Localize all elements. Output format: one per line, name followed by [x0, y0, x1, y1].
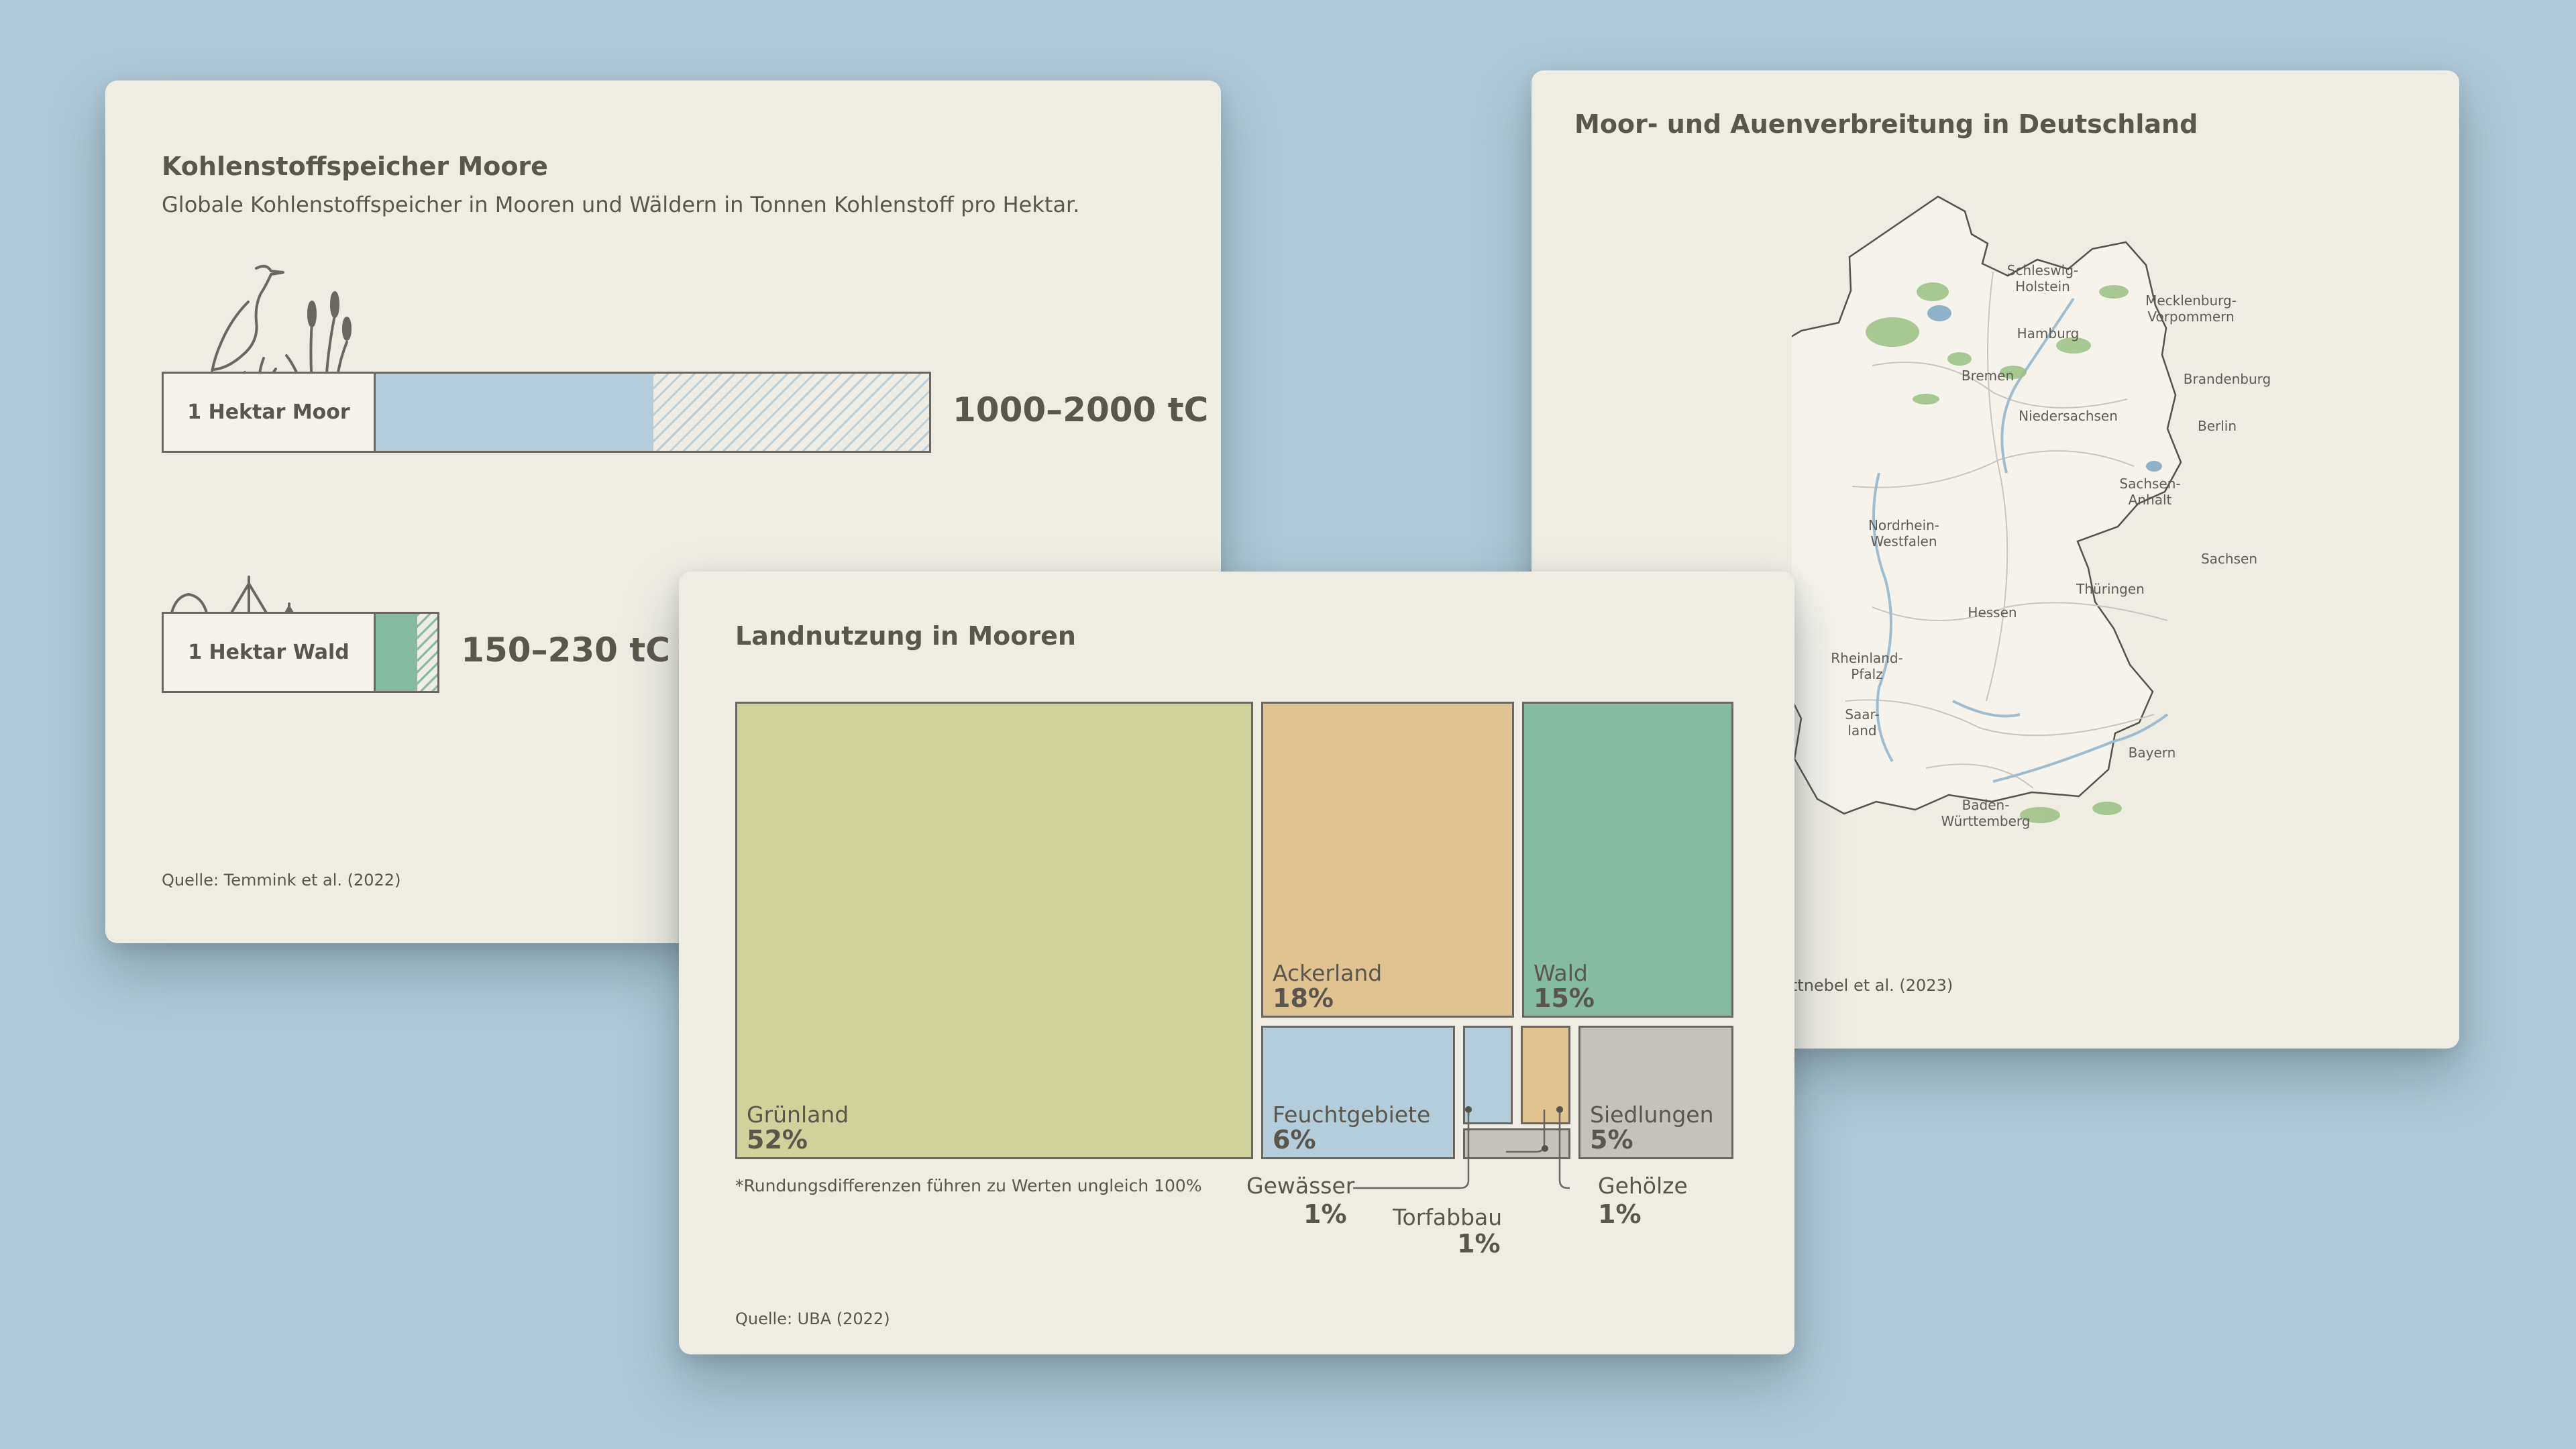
carbon-title: Kohlenstoffspeicher Moore	[162, 152, 548, 181]
state-label: Saar- land	[1845, 706, 1880, 739]
state-label: Thüringen	[2076, 581, 2145, 597]
treemap-cell-feuchtgebiete: Feuchtgebiete 6%	[1261, 1026, 1455, 1159]
land-source: Quelle: UBA (2022)	[735, 1309, 890, 1328]
treemap-cell-gewässer	[1463, 1026, 1513, 1124]
carbon-source: Quelle: Temmink et al. (2022)	[162, 871, 401, 890]
map-source: Wittnebel et al. (2023)	[1771, 976, 1953, 995]
moor-category-label: 1 Hektar Moor	[162, 372, 376, 453]
treemap-footnote: *Rundungsdifferenzen führen zu Werten un…	[735, 1176, 1202, 1195]
wald-bar-range	[417, 612, 440, 693]
torfabbau-callout-pct: 1%	[1457, 1229, 1501, 1258]
state-label: Schleswig- Holstein	[2006, 262, 2079, 294]
moor-value-label: 1000–2000 tC	[953, 390, 1209, 429]
state-label: Sachsen- Anhalt	[2119, 476, 2181, 508]
germany-map	[1792, 195, 2182, 823]
treemap-cell-name: Siedlungen	[1590, 1102, 1714, 1128]
treemap-cell-pct: 15%	[1534, 983, 1595, 1013]
torfabbau-callout-name: Torfabbau	[1393, 1204, 1503, 1230]
gehoelze-callout-pct: 1%	[1598, 1199, 1642, 1229]
state-label: Niedersachsen	[2019, 408, 2118, 424]
treemap-cell-grünland: Grünland 52%	[735, 702, 1253, 1159]
map-title: Moor- und Auenverbreitung in Deutschland	[1574, 109, 2198, 139]
state-label: Bayern	[2128, 745, 2176, 761]
treemap-cell-pct: 18%	[1273, 983, 1334, 1013]
treemap-cell-pct: 6%	[1273, 1125, 1316, 1155]
treemap-cell-name: Feuchtgebiete	[1273, 1102, 1431, 1128]
treemap-cell-ackerland: Ackerland 18%	[1261, 702, 1514, 1018]
carbon-storage-card: Kohlenstoffspeicher Moore Globale Kohlen…	[105, 80, 1221, 943]
state-label: Sachsen	[2200, 551, 2258, 567]
wald-bar-min	[376, 612, 418, 693]
treemap-cell-torfabbau	[1463, 1128, 1570, 1159]
treemap-cell-name: Grünland	[747, 1102, 849, 1128]
wald-category-text: 1 Hektar Wald	[188, 641, 350, 664]
gehoelze-callout-name: Gehölze	[1598, 1173, 1688, 1199]
state-label: Rheinland- Pfalz	[1831, 650, 1903, 682]
moor-bar-range	[653, 372, 931, 453]
gewaesser-callout-pct: 1%	[1303, 1199, 1347, 1229]
moor-bar-min	[376, 372, 653, 453]
treemap-cell-pct: 5%	[1590, 1125, 1633, 1155]
land-use-card: Landnutzung in Mooren Grünland 52% Ackerla…	[679, 572, 1794, 1354]
wald-value-label: 150–230 tC	[461, 631, 670, 669]
treemap-cell-siedlungen: Siedlungen 5%	[1578, 1026, 1733, 1159]
gewaesser-callout-name: Gewässer	[1246, 1173, 1355, 1199]
state-label: Berlin	[2197, 418, 2237, 434]
state-label: Hamburg	[2017, 325, 2080, 341]
carbon-subtitle: Globale Kohlenstoffspeicher in Mooren un…	[162, 192, 1080, 217]
state-label: Bremen	[1961, 368, 2015, 384]
callout-leader-lines	[1353, 1106, 1570, 1189]
treemap-cell-wald: Wald 15%	[1522, 702, 1733, 1018]
treemap-cell-pct: 52%	[747, 1125, 808, 1155]
moor-category-text: 1 Hektar Moor	[187, 400, 350, 424]
state-label: Baden- Württemberg	[1941, 797, 2031, 829]
treemap-cell-name: Wald	[1534, 960, 1588, 986]
wald-category-label: 1 Hektar Wald	[162, 612, 376, 693]
state-label: Brandenburg	[2183, 371, 2271, 387]
state-label: Nordrhein- Westfalen	[1868, 517, 1940, 549]
state-label: Hessen	[1968, 604, 2017, 621]
land-title: Landnutzung in Mooren	[735, 621, 1076, 651]
state-label: Mecklenburg- Vorpommern	[2145, 292, 2237, 325]
treemap-cell-name: Ackerland	[1273, 960, 1383, 986]
